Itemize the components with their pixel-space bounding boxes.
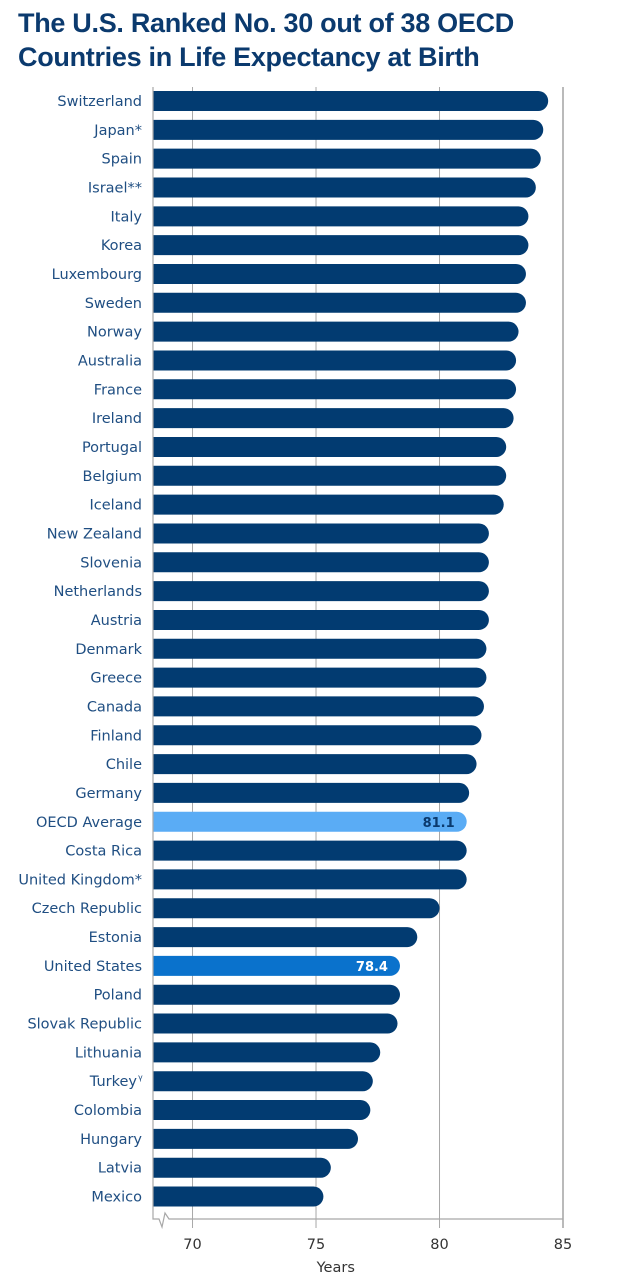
category-label: Turkey (89, 1074, 138, 1090)
category-label: Netherlands (54, 584, 142, 600)
bar-spain (153, 148, 541, 169)
bar-lithuania (153, 1042, 381, 1063)
category-label: Switzerland (57, 94, 142, 110)
bar-netherlands (153, 581, 489, 602)
category-label: Ireland (92, 411, 142, 427)
bar-new-zealand (153, 523, 489, 544)
x-tick-label: 80 (430, 1237, 448, 1253)
bar-australia (153, 350, 517, 371)
category-label: Greece (90, 671, 142, 687)
x-tick-label: 75 (307, 1237, 325, 1253)
category-label: Australia (78, 353, 142, 369)
category-label: Israel** (88, 180, 142, 196)
bar-austria (153, 609, 489, 630)
bar-italy (153, 206, 529, 227)
category-label: Chile (106, 757, 142, 773)
category-label: Austria (91, 613, 142, 629)
bar-japan (153, 119, 544, 140)
bar-portugal (153, 436, 507, 457)
category-label: Slovenia (80, 555, 142, 571)
bar-denmark (153, 638, 487, 659)
category-label: Poland (94, 988, 142, 1004)
category-label: Slovak Republic (27, 1017, 142, 1033)
category-label: Mexico (91, 1190, 142, 1206)
bar-slovenia (153, 552, 489, 573)
category-label: Hungary (80, 1132, 142, 1148)
bar-canada (153, 696, 484, 717)
bar-iceland (153, 494, 504, 515)
category-label: Korea (101, 238, 142, 254)
category-label: Costa Rica (65, 844, 142, 860)
category-label: Belgium (83, 469, 142, 485)
category-labels: Switzerland Japan* Spain Israel** Italy Korea… (18, 94, 143, 1206)
category-label: Colombia (74, 1103, 142, 1119)
category-label: Germany (75, 786, 142, 802)
category-label: Finland (90, 728, 142, 744)
bar-hungary (153, 1128, 358, 1149)
x-tick-label: 70 (183, 1237, 201, 1253)
category-label: Denmark (75, 642, 142, 658)
bar-france (153, 379, 517, 400)
bar-colombia (153, 1100, 371, 1121)
bar-latvia (153, 1157, 331, 1178)
category-label: France (94, 382, 142, 398)
data-label: 81.1 (423, 816, 455, 831)
bar-poland (153, 984, 400, 1005)
category-label: New Zealand (47, 526, 142, 542)
category-label: Iceland (90, 498, 142, 514)
category-label: Estonia (89, 930, 142, 946)
category-label: Norway (87, 325, 142, 341)
bar-chile (153, 754, 477, 775)
bar-korea (153, 235, 529, 256)
bar-belgium (153, 465, 507, 486)
bar-sweden (153, 292, 526, 313)
category-label: United Kingdom* (18, 872, 142, 888)
category-label: Japan* (93, 123, 142, 139)
bar-switzerland (153, 91, 549, 111)
category-superscript: γ (138, 1073, 143, 1082)
bar-slovak-republic (153, 1013, 398, 1034)
category-label: Luxembourg (52, 267, 142, 283)
category-label: Czech Republic (32, 901, 142, 917)
category-label: Latvia (98, 1161, 142, 1177)
bar-czech-republic (153, 898, 440, 919)
bar-greece (153, 667, 487, 688)
bar-mexico (153, 1186, 324, 1207)
category-label: Portugal (82, 440, 142, 456)
x-tick-label: 85 (554, 1237, 572, 1253)
bars: 81.1 78.4 (153, 91, 549, 1207)
bar-turkey (153, 1071, 373, 1092)
category-label: Sweden (85, 296, 142, 312)
category-label: Italy (111, 209, 143, 225)
x-axis-line (152, 87, 563, 1230)
category-label: United States (44, 959, 142, 975)
bar-finland (153, 725, 482, 746)
bar-israel (153, 177, 536, 198)
bar-oecd-average (153, 811, 467, 832)
x-axis: 70 75 80 85 Years (152, 87, 572, 1276)
bar-estonia (153, 927, 418, 948)
bar-germany (153, 782, 470, 803)
bar-united-kingdom (153, 869, 467, 890)
x-axis-title: Years (316, 1260, 355, 1276)
bar-norway (153, 321, 519, 342)
category-label: Canada (87, 699, 142, 715)
category-label: OECD Average (36, 815, 142, 831)
category-label: Spain (101, 152, 142, 168)
data-label: 78.4 (356, 960, 388, 975)
chart-title: The U.S. Ranked No. 30 out of 38 OECD Co… (18, 8, 514, 72)
bar-united-states (153, 955, 400, 976)
bar-costa-rica (153, 840, 467, 861)
bar-luxembourg (153, 263, 526, 284)
category-label: Lithuania (75, 1045, 142, 1061)
bar-ireland (153, 408, 514, 429)
